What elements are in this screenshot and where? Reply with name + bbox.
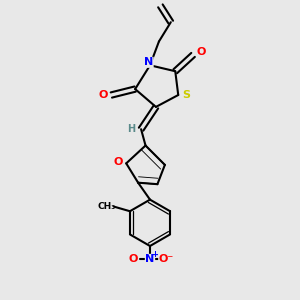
Text: O: O	[196, 47, 206, 57]
Text: CH₃: CH₃	[98, 202, 116, 211]
Text: N: N	[146, 254, 154, 264]
Text: H: H	[128, 124, 136, 134]
Text: O⁻: O⁻	[159, 254, 174, 264]
Text: O: O	[98, 90, 108, 100]
Text: N: N	[144, 57, 153, 67]
Text: +: +	[152, 250, 159, 259]
Text: O: O	[129, 254, 138, 264]
Text: S: S	[183, 90, 190, 100]
Text: O: O	[113, 157, 123, 167]
